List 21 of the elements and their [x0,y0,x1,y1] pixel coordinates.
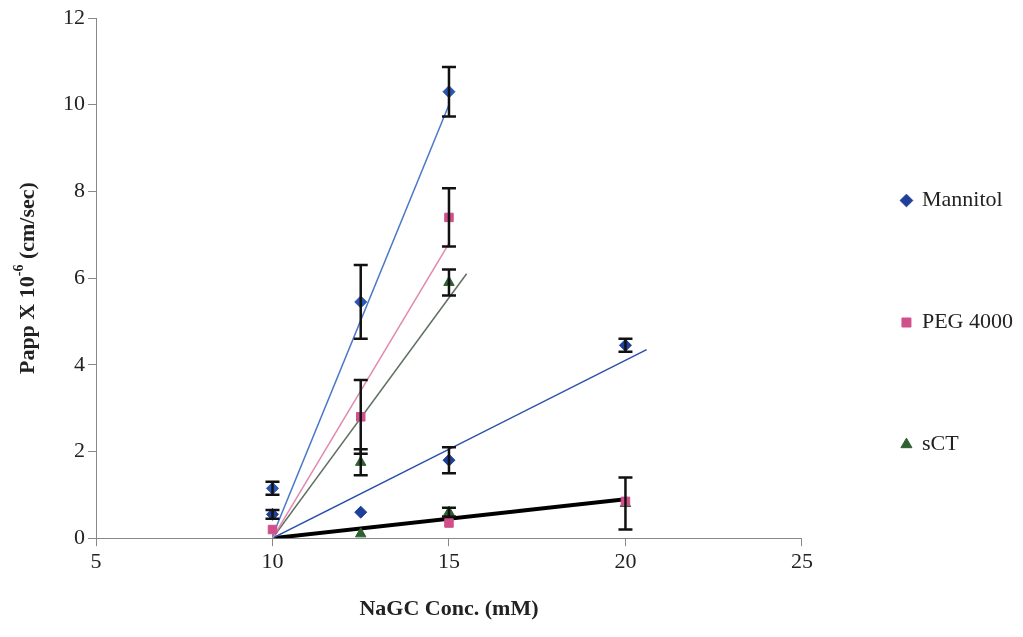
x-tick-label: 20 [614,548,637,574]
y-tick-label: 12 [63,3,85,29]
y-tick-label: 10 [63,90,85,116]
y-tick-label: 4 [74,350,85,376]
y-tick-label: 6 [74,263,85,289]
x-tick-label: 5 [90,548,102,574]
y-tick-label: 8 [74,177,85,203]
x-axis-title: NaGC Conc. (mM) [359,595,539,621]
legend-label: Mannitol [921,186,1003,212]
point [444,518,454,528]
point [267,524,278,535]
point [354,505,368,519]
y-axis-title: Papp X 10-6 (cm/sec) [10,182,39,375]
x-tick-label: 10 [261,548,284,574]
y-tick-label: 2 [74,437,85,463]
legend-label: PEG 4000 [921,308,1013,334]
x-tick-label: 25 [790,548,813,574]
point [355,527,367,538]
y-tick-label: 0 [74,523,85,549]
x-tick-label: 15 [437,548,460,574]
legend-label: sCT [921,430,960,456]
